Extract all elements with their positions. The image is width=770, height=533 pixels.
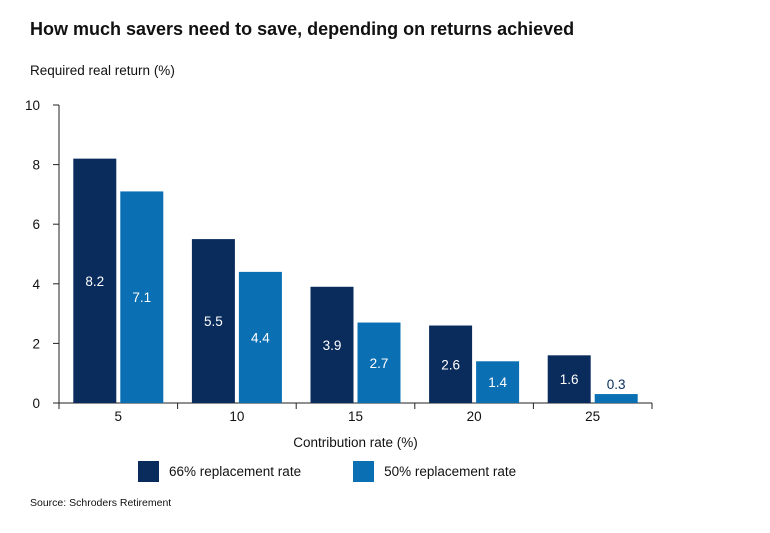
y-tick-label: 6 [32, 217, 40, 232]
x-axis-label: Contribution rate (%) [293, 435, 418, 450]
x-tick-label: 20 [467, 409, 482, 424]
data-label: 7.1 [132, 290, 151, 305]
bar [310, 286, 354, 403]
chart-title: How much savers need to save, depending … [30, 19, 575, 39]
data-label: 1.4 [488, 375, 507, 390]
data-label: 8.2 [85, 274, 104, 289]
bar [547, 355, 591, 403]
data-label: 4.4 [251, 330, 270, 345]
legend-item-series-2: 50% replacement rate [353, 461, 516, 482]
y-tick-label: 4 [32, 277, 40, 292]
bar [476, 361, 520, 403]
y-tick-label: 2 [32, 336, 40, 351]
legend-label-series-2: 50% replacement rate [384, 464, 517, 479]
x-tick-label: 5 [115, 409, 123, 424]
x-tick-label: 15 [348, 409, 363, 424]
legend-swatch-series-2 [353, 461, 375, 482]
legend-item-series-1: 66% replacement rate [138, 461, 301, 482]
bar [594, 394, 638, 403]
y-tick-label: 0 [32, 396, 40, 411]
legend: 66% replacement rate 50% replacement rat… [138, 461, 568, 482]
data-label: 2.7 [370, 356, 389, 371]
x-tick-label: 25 [585, 409, 600, 424]
bar [191, 239, 235, 403]
data-label: 5.5 [204, 314, 223, 329]
data-label: 1.6 [560, 372, 579, 387]
bar [120, 191, 164, 403]
y-tick-label: 10 [25, 98, 40, 113]
y-tick-label: 8 [32, 158, 40, 173]
bar [429, 325, 473, 403]
bar [73, 158, 117, 403]
data-label: 3.9 [323, 338, 342, 353]
data-label: 0.3 [607, 377, 626, 392]
x-tick-label: 10 [229, 409, 244, 424]
bar [238, 271, 282, 403]
data-label: 2.6 [441, 357, 460, 372]
source-note: Source: Schroders Retirement [30, 497, 172, 509]
y-axis-label: Required real return (%) [30, 63, 175, 78]
bar [357, 322, 401, 403]
legend-swatch-series-1 [138, 461, 159, 482]
legend-label-series-1: 66% replacement rate [169, 464, 302, 479]
